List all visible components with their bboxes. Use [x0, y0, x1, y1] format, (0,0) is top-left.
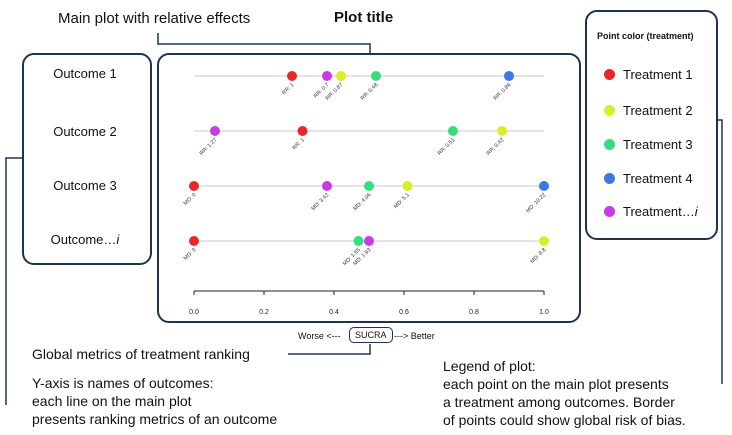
- data-point-label: MD: 0: [183, 192, 198, 207]
- legend-annotation-line1: Legend of plot:: [443, 358, 536, 374]
- treatment-3-dot-icon: [604, 139, 615, 150]
- data-point: [189, 181, 199, 191]
- legend-item-treatment-4: Treatment 4: [604, 171, 693, 186]
- data-point: [364, 236, 374, 246]
- data-point: [371, 71, 381, 81]
- yaxis-annotation-line1: Y-axis is names of outcomes:: [32, 375, 214, 391]
- data-point: [287, 71, 297, 81]
- legend-annotation-line2: each point on the main plot presents: [443, 376, 669, 392]
- data-point-label: MD: 5.1: [393, 192, 411, 210]
- data-point-label: RR: 0.51: [437, 137, 457, 157]
- legend-annotation-line3: a treatment among outcomes. Border: [443, 394, 675, 410]
- data-point-label: RR: 1: [281, 82, 295, 96]
- data-point-label: MD: 0: [183, 247, 198, 262]
- data-point: [504, 71, 514, 81]
- legend-item-treatment-i: Treatment… i: [604, 204, 698, 219]
- x-tick-label: 0.0: [189, 309, 199, 316]
- yaxis-connector: [5, 157, 22, 405]
- x-tick-label: 0.2: [259, 309, 269, 316]
- axis-worse-label: Worse <---: [298, 331, 341, 341]
- data-point: [448, 126, 458, 136]
- outcome-i-label: Outcome…i: [50, 232, 120, 247]
- treatment-1-dot-icon: [604, 69, 615, 80]
- data-point-label: MD: 8.8: [530, 247, 548, 265]
- outcome-3-label: Outcome 3: [53, 178, 117, 193]
- data-point-label: MD: 3.42: [310, 192, 330, 212]
- data-point: [539, 181, 549, 191]
- data-point-label: RR: 0.48: [360, 82, 380, 102]
- yaxis-annotation-line2: each line on the main plot: [32, 393, 192, 409]
- data-point: [210, 126, 220, 136]
- main-plot: RR: 1 RR: 0.7RR: 0.87 RR: 0.48 RR: 0.86RR: …: [183, 71, 549, 316]
- data-point: [189, 236, 199, 246]
- yaxis-annotation-line3: presents ranking metrics of an outcome: [32, 411, 278, 427]
- data-point-label: MD: 4.06: [352, 192, 372, 212]
- data-point-label: RR: 0.42: [486, 137, 506, 157]
- x-tick-label: 0.6: [399, 309, 409, 316]
- data-point-label: RR: 1.27: [199, 137, 219, 157]
- data-point: [322, 181, 332, 191]
- main-plot-annotation: Main plot with relative effects: [58, 10, 251, 27]
- sucra-label: SUCRA: [349, 327, 393, 343]
- data-point: [539, 236, 549, 246]
- sucra-connector: [288, 344, 371, 355]
- treatment-2-dot-icon: [604, 105, 615, 116]
- data-point-label: RR: 1: [292, 137, 306, 151]
- legend-item-treatment-1: Treatment 1: [604, 67, 693, 82]
- x-tick-label: 1.0: [539, 309, 549, 316]
- title-connector: [157, 33, 371, 55]
- outcome-names-box: [22, 53, 152, 265]
- axis-better-label: ---> Better: [394, 331, 435, 341]
- x-tick-label: 0.8: [469, 309, 479, 316]
- legend-item-treatment-3: Treatment 3: [604, 137, 693, 152]
- legend-item-treatment-2: Treatment 2: [604, 103, 693, 118]
- data-point: [497, 126, 507, 136]
- data-point: [353, 236, 364, 246]
- data-point: [322, 71, 332, 81]
- treatment-i-dot-icon: [604, 206, 615, 217]
- x-tick-label: 0.4: [329, 309, 339, 316]
- data-point: [402, 181, 413, 191]
- legend-connector: [716, 119, 723, 384]
- global-metrics-annotation: Global metrics of treatment ranking: [32, 346, 250, 362]
- treatment-4-dot-icon: [604, 173, 615, 184]
- data-point: [336, 71, 346, 81]
- data-point-label: RR: 0.86: [493, 82, 513, 102]
- legend-box: [585, 10, 718, 240]
- legend-title: Point color (treatment): [597, 31, 694, 41]
- plot-title: Plot title: [334, 9, 394, 26]
- data-point: [364, 181, 374, 191]
- legend-annotation-line4: of points could show global risk of bias…: [443, 412, 686, 428]
- outcome-1-label: Outcome 1: [53, 66, 117, 81]
- outcome-2-label: Outcome 2: [53, 124, 117, 139]
- data-point-label: MD: 10.22: [525, 192, 547, 214]
- data-point: [297, 126, 308, 136]
